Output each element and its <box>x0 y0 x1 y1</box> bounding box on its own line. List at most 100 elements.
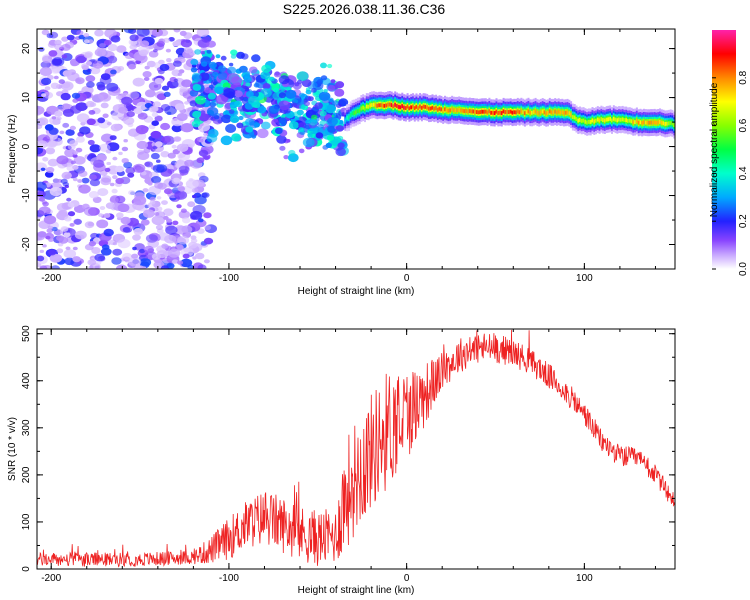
spectrogram-cell <box>198 139 204 143</box>
spectrogram-cell <box>190 58 199 66</box>
spectrogram-cell <box>215 54 221 59</box>
y-tick-label: 300 <box>21 419 32 436</box>
spectrogram-cell <box>262 83 271 90</box>
spectrogram-cell <box>154 182 164 189</box>
spectrogram-cell <box>653 120 656 125</box>
spectrogram-cell <box>145 234 158 243</box>
spectrogram-cell <box>72 256 81 263</box>
spectrogram-cell <box>412 104 414 109</box>
spectrogram-cell <box>248 95 260 106</box>
spectrogram-cell <box>37 181 47 191</box>
spectrogram-cell <box>129 34 139 42</box>
spectrogram-cell <box>552 110 555 115</box>
spectrogram-cell <box>104 167 111 172</box>
spectrogram-cell <box>337 142 345 149</box>
spectrogram-cell <box>486 110 489 115</box>
spectrogram-cell <box>117 238 131 249</box>
spectrogram-cell <box>358 108 361 113</box>
spectrogram-cell <box>203 132 208 137</box>
spectrogram-cell <box>559 110 562 115</box>
spectrogram-cell <box>56 235 65 242</box>
figure-title: S225.2026.038.11.36.C36 <box>283 1 446 17</box>
spectrogram-cell <box>161 85 170 91</box>
spectrogram-x-ticks: -200 -100 0 100 <box>41 29 656 284</box>
spectrogram-cell <box>129 91 140 100</box>
spectrogram-cell <box>131 253 139 259</box>
spectrogram-cell <box>251 54 261 63</box>
spectrogram-cell <box>181 79 193 88</box>
spectrogram-cell <box>167 248 181 258</box>
spectrogram-cell <box>419 104 422 109</box>
spectrogram-cell <box>335 81 345 89</box>
spectrogram-cell <box>192 204 206 215</box>
spectrogram-cell <box>121 146 129 152</box>
spectrogram-cell <box>156 250 168 259</box>
spectrogram-cell <box>206 106 219 117</box>
spectrogram-cell <box>37 140 48 149</box>
spectrogram-cell <box>230 49 238 56</box>
colorbar-tick-label: 0.2 <box>738 214 749 228</box>
spectrogram-cell <box>180 258 193 268</box>
spectrogram-cell <box>91 93 104 103</box>
spectrogram-cell <box>128 257 142 267</box>
spectrogram-cell <box>150 130 162 139</box>
spectrogram-cell <box>605 117 608 122</box>
spectrogram-cell <box>39 249 44 253</box>
spectrogram-cell <box>51 116 57 120</box>
x-tick-label: 0 <box>404 273 410 284</box>
spectrogram-cell <box>151 29 163 37</box>
spectrogram-cell <box>234 100 243 108</box>
spectrogram-cell <box>286 139 291 143</box>
spectrogram-cell <box>37 117 49 126</box>
spectrogram-cell <box>401 104 404 109</box>
spectrogram-cell <box>206 133 218 143</box>
spectrogram-cell <box>162 37 171 43</box>
spectrogram-cell <box>206 49 212 54</box>
spectrogram-cell <box>132 77 145 87</box>
spectrogram-cell <box>307 96 314 102</box>
spectrogram-y-label: Frequency (Hz) <box>7 115 18 184</box>
spectrogram-cell <box>364 106 366 111</box>
spectrogram-cell <box>516 109 519 114</box>
spectrogram-cell <box>460 108 462 113</box>
spectrogram-cell <box>128 190 136 196</box>
spectrogram-cell <box>417 106 420 111</box>
spectrogram-cell <box>61 82 71 89</box>
spectrogram-cell <box>101 133 114 143</box>
spectrogram-cell <box>522 110 525 115</box>
y-tick-label: 0 <box>21 143 32 149</box>
spectrogram-cell <box>212 71 219 77</box>
spectrogram-cell <box>43 91 54 99</box>
x-tick-label: -100 <box>219 273 239 284</box>
spectrogram-cell <box>472 109 475 114</box>
spectrogram-cell <box>230 54 237 59</box>
spectrogram-cell <box>97 117 106 124</box>
spectrogram-cell <box>149 196 156 202</box>
spectrogram-cell <box>88 110 96 115</box>
colorbar-tick-label: 0.6 <box>738 118 749 132</box>
spectrogram-cell <box>607 117 610 122</box>
spectrogram-cell <box>367 104 370 109</box>
spectrogram-cell <box>477 110 480 115</box>
spectrogram-cell <box>47 158 59 167</box>
spectrogram-cell <box>502 109 505 114</box>
spectrogram-cell <box>87 259 97 266</box>
spectrogram-cell <box>371 103 374 107</box>
spectrogram-cell <box>154 77 164 85</box>
spectrogram-cell <box>424 104 427 109</box>
spectrogram-cell <box>122 227 131 233</box>
y-tick-label: 100 <box>21 513 32 530</box>
spectrogram-cell <box>568 111 571 116</box>
spectrogram-cell <box>112 242 118 246</box>
spectrogram-cell <box>612 116 615 121</box>
spectrogram-cell <box>48 140 58 148</box>
spectrogram-cell <box>335 147 347 157</box>
spectrogram-cell <box>183 247 190 253</box>
spectrogram-cell <box>152 164 165 173</box>
spectrogram-cell <box>61 103 71 110</box>
spectrogram-cell <box>228 109 235 114</box>
spectrogram-cell <box>177 260 184 265</box>
spectrogram-cell <box>198 149 209 157</box>
spectrogram-cell <box>161 265 169 269</box>
spectrogram-cell <box>178 165 190 174</box>
